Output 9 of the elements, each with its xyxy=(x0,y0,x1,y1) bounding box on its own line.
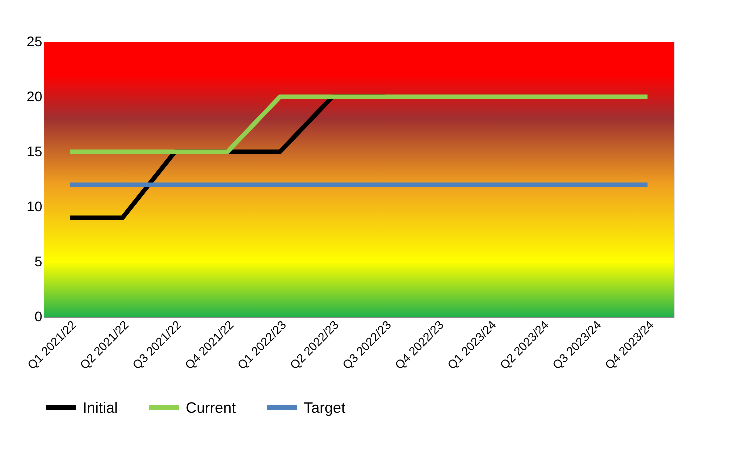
y-tick-label: 10 xyxy=(26,198,43,214)
legend-label: Initial xyxy=(83,400,118,417)
y-tick-label: 15 xyxy=(26,144,43,160)
legend-label: Current xyxy=(186,400,237,417)
legend-label: Target xyxy=(304,400,347,417)
y-tick-label: 5 xyxy=(34,254,43,270)
y-tick-label: 25 xyxy=(26,34,43,50)
y-tick-label: 0 xyxy=(34,308,43,324)
y-tick-label: 20 xyxy=(26,88,43,104)
